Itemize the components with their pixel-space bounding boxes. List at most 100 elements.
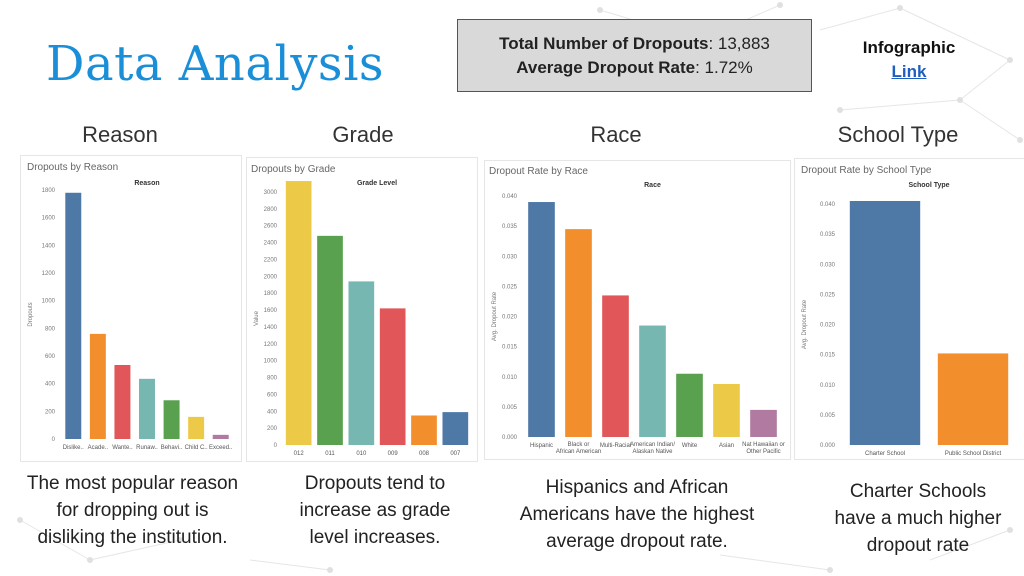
average-rate-label: Average Dropout Rate: [516, 58, 696, 77]
caption-grade-line: increase as grade: [299, 500, 451, 521]
caption-school-type-line: have a much higher: [834, 508, 1002, 529]
bar: [528, 202, 555, 437]
x-tick-label: American Indian/: [630, 442, 675, 448]
bar: [188, 416, 205, 439]
x-tick-label: Charter School: [865, 451, 905, 457]
x-tick-label: Wante..: [112, 445, 133, 451]
y-tick-label: 2600: [264, 224, 278, 230]
bar: [317, 235, 343, 445]
y-tick-label: 2800: [264, 207, 278, 213]
y-tick-label: 0.005: [502, 405, 518, 411]
y-tick-label: 0.025: [502, 284, 518, 290]
caption-grade-line: level increases.: [309, 527, 441, 548]
x-tick-label: Hispanic: [530, 443, 553, 449]
chart-panel-grade: Dropouts by Grade Grade Level 0 200 400 600 80…: [246, 157, 478, 462]
y-tick-label: 1400: [42, 243, 56, 249]
bar: [639, 325, 666, 437]
chart-dropouts-by-grade: Dropouts by Grade Grade Level 0 200 400 600 80…: [251, 164, 469, 457]
bar: [139, 378, 155, 439]
x-tick-label: Nat Hawaiian or: [742, 442, 785, 448]
caption-grade-line: Dropouts tend to: [304, 473, 446, 494]
y-tick-label: 0.035: [502, 224, 518, 230]
bar: [713, 383, 740, 437]
x-tick-label: Alaskan Native: [632, 449, 673, 455]
bar: [937, 353, 1009, 445]
bar: [65, 192, 82, 439]
y-tick-label: 0.035: [820, 232, 836, 238]
y-tick-label: 1800: [264, 291, 278, 297]
chart-title: Dropouts by Grade: [251, 164, 336, 175]
y-tick-label: 0.010: [502, 375, 518, 381]
x-tick-label: White: [682, 443, 698, 449]
y-tick-label: 0.005: [820, 413, 836, 419]
x-tick-label: 008: [419, 451, 430, 457]
bar: [849, 200, 921, 445]
caption-race-line: average dropout rate.: [546, 531, 728, 552]
bar: [676, 373, 703, 437]
x-tick-label: Asian: [719, 443, 734, 449]
y-tick-label: 0.025: [820, 292, 836, 298]
caption-grade: Dropouts tend to increase as grade level…: [270, 470, 480, 551]
x-tick-label: Behavi..: [161, 445, 183, 451]
chart-dropout-rate-by-race: Dropout Rate by Race Race 0.000 0.005 0.010 0…: [489, 166, 785, 455]
x-tick-label: Black or: [568, 442, 590, 448]
bar: [212, 434, 229, 439]
section-heading-school-type: School Type: [837, 122, 959, 147]
chart-column-header: Reason: [134, 180, 159, 187]
chart-panel-race: Dropout Rate by Race Race 0.000 0.005 0.010 0…: [484, 160, 791, 460]
caption-school-type: Charter Schools have a much higher dropo…: [812, 478, 1024, 559]
bar: [348, 281, 375, 445]
x-tick-label: 007: [450, 451, 461, 457]
x-tick-label: African American: [556, 449, 601, 455]
y-tick-label: 600: [45, 354, 56, 360]
x-tick-label: Child C..: [185, 445, 208, 451]
total-dropouts-label: Total Number of Dropouts: [499, 34, 709, 53]
y-tick-label: 0.010: [820, 383, 836, 389]
y-tick-label: 400: [267, 409, 278, 415]
total-dropouts-line: Total Number of Dropouts: 13,883: [458, 32, 811, 56]
section-heading-race: Race: [590, 122, 642, 147]
x-tick-label: 010: [356, 451, 367, 457]
infographic-link[interactable]: Link: [891, 62, 927, 81]
chart-column-header: Grade Level: [357, 180, 397, 187]
bar: [114, 364, 131, 439]
y-tick-label: 1000: [264, 359, 278, 365]
chart-panel-school-type: Dropout Rate by School Type School Type 0.…: [794, 158, 1024, 460]
y-tick-label: 1600: [42, 216, 56, 222]
y-axis-label: Dropouts: [28, 302, 34, 326]
chart-title: Dropout Rate by School Type: [801, 165, 932, 176]
y-tick-label: 0.000: [502, 435, 518, 441]
infographic-label: Infographic: [862, 38, 956, 57]
x-tick-label: 011: [325, 451, 335, 457]
y-tick-label: 200: [45, 409, 56, 415]
bar: [379, 308, 406, 445]
y-tick-label: 0.030: [502, 254, 518, 260]
x-tick-label: Exceed..: [209, 445, 233, 451]
total-dropouts-value: : 13,883: [708, 34, 770, 53]
bar: [602, 295, 629, 437]
y-tick-label: 1200: [264, 342, 278, 348]
y-tick-label: 1200: [42, 271, 56, 277]
y-tick-label: 200: [267, 426, 278, 432]
y-tick-label: 0: [274, 443, 278, 449]
chart-column-header: Race: [644, 182, 661, 189]
bar: [750, 409, 777, 437]
x-tick-label: Dislike..: [63, 445, 84, 451]
x-tick-label: 012: [294, 451, 305, 457]
bar: [89, 333, 106, 439]
y-axis-label: Value: [254, 310, 260, 326]
y-tick-label: 1800: [42, 188, 56, 194]
y-tick-label: 1600: [264, 308, 278, 314]
caption-reason-line: The most popular reason: [26, 473, 239, 494]
caption-reason-line: disliking the institution.: [37, 527, 228, 548]
average-rate-line: Average Dropout Rate: 1.72%: [458, 56, 811, 80]
caption-race-line: Hispanics and African: [545, 477, 729, 498]
y-tick-label: 0.000: [820, 443, 836, 449]
chart-title: Dropout Rate by Race: [489, 166, 588, 177]
bar: [163, 400, 180, 439]
x-tick-label: Other Pacific: [746, 449, 780, 455]
y-tick-label: 0.020: [502, 315, 518, 321]
section-heading-grade: Grade: [332, 122, 394, 147]
caption-school-type-line: dropout rate: [866, 535, 970, 556]
chart-panel-reason: Dropouts by Reason Reason 0 200 400 600 800 100…: [20, 155, 242, 462]
